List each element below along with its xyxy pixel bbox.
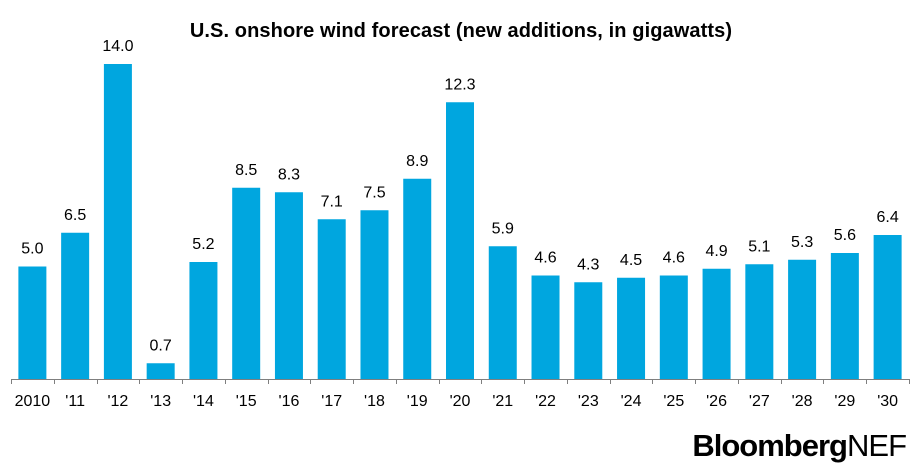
x-tick-label: '28	[792, 393, 813, 410]
bar	[617, 277, 646, 379]
x-tick-label: '17	[321, 393, 342, 410]
bar	[189, 262, 218, 379]
bar-value-label: 4.5	[620, 252, 642, 269]
bar-value-label: 5.1	[748, 238, 770, 255]
bar-value-label: 4.3	[577, 256, 599, 273]
value-labels-group: 5.0 6.5 14.0 0.7 5.2 8.5 8.3 7.1 7.5 8.9 12.3 5.9 4.…	[21, 38, 899, 354]
bar	[61, 232, 90, 379]
x-tick-label: '19	[407, 393, 428, 410]
bar-value-label: 8.5	[235, 162, 257, 179]
bar	[873, 235, 902, 379]
bar	[788, 259, 817, 379]
bar	[360, 210, 389, 379]
bar-value-label: 7.1	[321, 193, 343, 210]
x-tick-label: '14	[193, 393, 214, 410]
x-tick-label: '24	[621, 393, 642, 410]
brand-suffix: NEF	[847, 428, 907, 463]
x-tick-label: '21	[492, 393, 513, 410]
bars-group	[18, 64, 902, 379]
bar	[274, 192, 303, 379]
bar	[232, 187, 261, 379]
x-tick-label: '18	[364, 393, 385, 410]
x-tick-label: 2010	[15, 393, 51, 410]
bar-value-label: 5.6	[834, 227, 856, 244]
bar	[317, 219, 346, 379]
x-tick-label: '20	[450, 393, 471, 410]
x-tick-label: '30	[877, 393, 898, 410]
x-tick-label: '15	[236, 393, 257, 410]
bar-value-label: 7.5	[363, 184, 385, 201]
bar	[488, 246, 517, 379]
bar	[103, 64, 132, 379]
bar	[18, 266, 47, 379]
x-ticks-group	[11, 379, 910, 384]
x-tick-label: '11	[65, 393, 85, 410]
bar-value-label: 5.0	[21, 241, 43, 258]
bar-value-label: 14.0	[102, 38, 133, 55]
chart-title: U.S. onshore wind forecast (new addition…	[189, 20, 733, 42]
bar-value-label: 5.9	[492, 220, 514, 237]
brand-name: Bloomberg	[692, 428, 848, 463]
bloombergnef-logo: BloombergNEF	[692, 428, 907, 464]
bar-value-label: 4.6	[534, 250, 556, 267]
x-tick-labels-group: 2010 '11 '12 '13 '14 '15 '16 '17 '18 '19 '20 '21 '22…	[15, 393, 899, 410]
bar	[446, 102, 474, 379]
bar	[745, 264, 774, 379]
bar-value-label: 8.9	[406, 153, 428, 170]
x-tick-label: '23	[578, 393, 599, 410]
bar	[659, 275, 688, 379]
bar	[146, 363, 175, 379]
bar	[531, 275, 560, 379]
x-tick-label: '29	[834, 393, 855, 410]
x-tick-label: '13	[150, 393, 171, 410]
bar-value-label: 6.4	[876, 209, 898, 226]
x-tick-label: '16	[279, 393, 300, 410]
bar-value-label: 8.3	[278, 166, 300, 183]
x-tick-label: '27	[749, 393, 770, 410]
bar	[574, 282, 603, 379]
bar-value-label: 6.5	[64, 207, 86, 224]
bar-value-label: 5.2	[192, 236, 214, 253]
x-tick-label: '26	[706, 393, 727, 410]
x-tick-label: '12	[107, 393, 128, 410]
bar-value-label: 0.7	[150, 337, 172, 354]
bar-value-label: 12.3	[444, 76, 475, 93]
bar-value-label: 4.9	[705, 243, 727, 260]
bar-value-label: 5.3	[791, 234, 813, 251]
bar	[702, 268, 731, 379]
x-tick-label: '22	[535, 393, 556, 410]
x-tick-label: '25	[663, 393, 684, 410]
bar	[830, 253, 859, 379]
bar-value-label: 4.6	[663, 250, 685, 267]
bar	[403, 178, 432, 379]
